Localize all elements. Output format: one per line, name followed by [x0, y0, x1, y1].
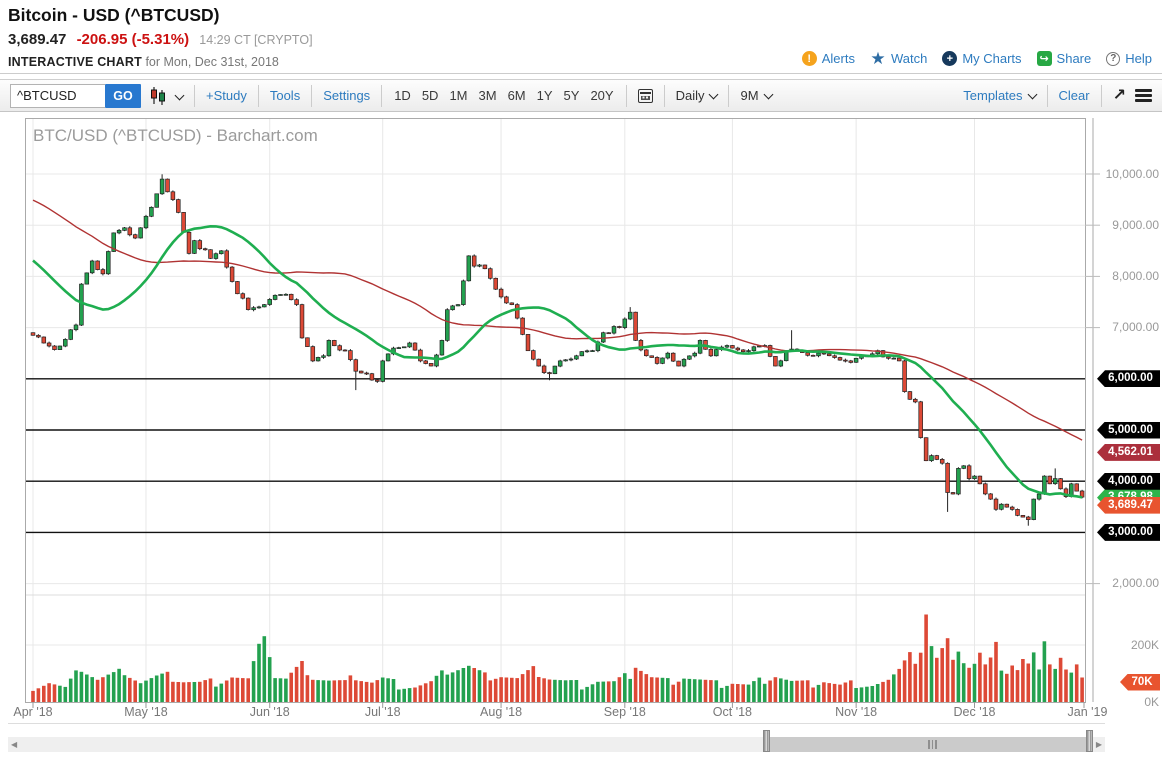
range-button-1d[interactable]: 1D: [394, 88, 411, 103]
scroll-left-icon[interactable]: ◀: [11, 740, 18, 749]
quick-link-share[interactable]: ↪ Share: [1036, 51, 1091, 66]
share-icon: ↪: [1036, 51, 1052, 66]
go-button[interactable]: GO: [105, 83, 141, 108]
quick-link-my-charts[interactable]: + My Charts: [942, 51, 1022, 66]
plus-circle-icon: +: [942, 51, 958, 66]
quick-link-help[interactable]: ? Help: [1106, 51, 1152, 66]
chevron-down-icon: [709, 89, 719, 100]
page-breadcrumb: INTERACTIVE CHART for Mon, Dec 31st, 201…: [8, 55, 279, 69]
price-axis-label: 8,000.00: [1112, 268, 1159, 283]
scrollbar-grip-icon: [928, 740, 937, 749]
price-level-badge: 3,000.00: [1097, 523, 1160, 541]
price-axis-label: 9,000.00: [1112, 217, 1159, 232]
alert-icon: !: [801, 51, 817, 66]
scrollbar-left-handle[interactable]: [763, 730, 770, 752]
volume-axis-label: 0K: [1144, 694, 1159, 709]
chevron-down-icon: [763, 89, 773, 100]
range-button-6m[interactable]: 6M: [507, 88, 526, 103]
page-title: Bitcoin - USD (^BTCUSD): [8, 5, 220, 25]
range-button-5d[interactable]: 5D: [421, 88, 439, 103]
quote-line: 3,689.47 -206.95 (-5.31%) 14:29 CT [CRYP…: [8, 31, 313, 48]
span-dropdown[interactable]: 9M: [740, 88, 773, 103]
clear-button[interactable]: Clear: [1058, 88, 1090, 103]
toolbar-divider: [663, 84, 665, 107]
x-axis-label: Jul '18: [364, 705, 401, 719]
symbol-input[interactable]: [10, 83, 105, 108]
chart-date-label: for Mon, Dec 31st, 2018: [145, 55, 279, 69]
tools-button[interactable]: Tools: [269, 88, 301, 103]
x-axis-label: May '18: [124, 705, 168, 719]
x-axis-label: Dec '18: [953, 705, 996, 719]
add-study-button[interactable]: +Study: [206, 88, 247, 103]
last-value-badge: 3,689.47: [1097, 496, 1160, 514]
price-axis-label: 2,000.00: [1112, 576, 1159, 591]
last-price: 3,689.47: [8, 31, 67, 48]
span-value: 9M: [740, 88, 759, 103]
star-icon: ★: [870, 48, 886, 68]
frequency-dropdown[interactable]: Daily: [675, 88, 719, 103]
scroll-right-icon[interactable]: ▶: [1095, 740, 1102, 749]
quick-link-watch[interactable]: ★ Watch: [870, 48, 928, 68]
price-level-badge: 6,000.00: [1097, 370, 1160, 388]
x-axis-label: Nov '18: [835, 705, 878, 719]
price-change: -206.95 (-5.31%): [76, 31, 190, 48]
volume-axis-label: 200K: [1130, 637, 1159, 652]
range-buttons: 1D 5D 1M 3M 6M 1Y 5Y 20Y: [393, 86, 614, 105]
quote-time: 14:29 CT [CRYPTO]: [199, 33, 313, 47]
price-level-badge: 4,000.00: [1097, 472, 1160, 490]
x-axis-label: Jun '18: [249, 705, 290, 719]
chevron-down-icon: [174, 90, 185, 100]
frequency-value: Daily: [675, 88, 705, 103]
templates-label: Templates: [963, 88, 1023, 103]
ma-slow-value-badge: 4,562.01: [1097, 443, 1160, 461]
price-level-badge: 5,000.00: [1097, 421, 1160, 439]
x-axis-label: Aug '18: [480, 705, 523, 719]
x-axis-label: Apr '18: [13, 705, 53, 719]
candlestick-chart[interactable]: [25, 118, 1101, 709]
chart-type-dropdown[interactable]: [150, 86, 185, 105]
range-button-1y[interactable]: 1Y: [536, 88, 553, 103]
quick-link-alerts[interactable]: ! Alerts: [801, 51, 855, 66]
range-button-1m[interactable]: 1M: [449, 88, 468, 103]
menu-icon[interactable]: [1135, 89, 1152, 102]
toolbar-divider: [1046, 84, 1048, 107]
settings-button[interactable]: Settings: [323, 88, 371, 103]
price-axis-label: 7,000.00: [1112, 320, 1159, 335]
chevron-down-icon: [1027, 89, 1037, 100]
chart-bottom-border: [8, 723, 1105, 724]
calendar-icon[interactable]: [637, 88, 653, 103]
toolbar-divider: [257, 84, 259, 107]
annotation-arrow-icon[interactable]: ↗: [1112, 86, 1126, 104]
price-axis-label: 10,000.00: [1105, 166, 1159, 181]
candlestick-icon: [151, 86, 165, 105]
toolbar-divider: [311, 84, 313, 107]
toolbar-divider: [381, 84, 383, 107]
header-divider: [0, 73, 1162, 74]
x-axis-label: Oct '18: [712, 705, 752, 719]
time-scrollbar[interactable]: ◀ ▶: [8, 730, 1105, 752]
chart-area[interactable]: BTC/USD (^BTCUSD) - Barchart.com Apr '18…: [0, 113, 1162, 757]
help-icon: ?: [1106, 51, 1121, 66]
toolbar-divider: [728, 84, 730, 107]
range-button-3m[interactable]: 3M: [478, 88, 497, 103]
range-button-5y[interactable]: 5Y: [563, 88, 580, 103]
range-button-20y[interactable]: 20Y: [590, 88, 614, 103]
x-axis-label: Jan '19: [1067, 705, 1108, 719]
templates-dropdown[interactable]: Templates: [963, 88, 1037, 103]
chart-watermark: BTC/USD (^BTCUSD) - Barchart.com: [33, 126, 318, 145]
scrollbar-right-handle[interactable]: [1086, 730, 1093, 752]
chart-toolbar: GO +Study Tools Settings 1D 5D 1M 3M 6M 1Y 5Y 2…: [0, 79, 1162, 112]
quick-links: ! Alerts ★ Watch + My Charts ↪ Share ? Help: [801, 48, 1152, 68]
last-value-badge: 70K: [1120, 673, 1160, 691]
toolbar-divider: [194, 84, 195, 107]
toolbar-divider: [1100, 84, 1102, 107]
x-axis-label: Sep '18: [603, 705, 646, 719]
interactive-chart-label: INTERACTIVE CHART: [8, 55, 142, 69]
toolbar-divider: [625, 84, 627, 107]
scrollbar-thumb[interactable]: [763, 730, 1093, 752]
